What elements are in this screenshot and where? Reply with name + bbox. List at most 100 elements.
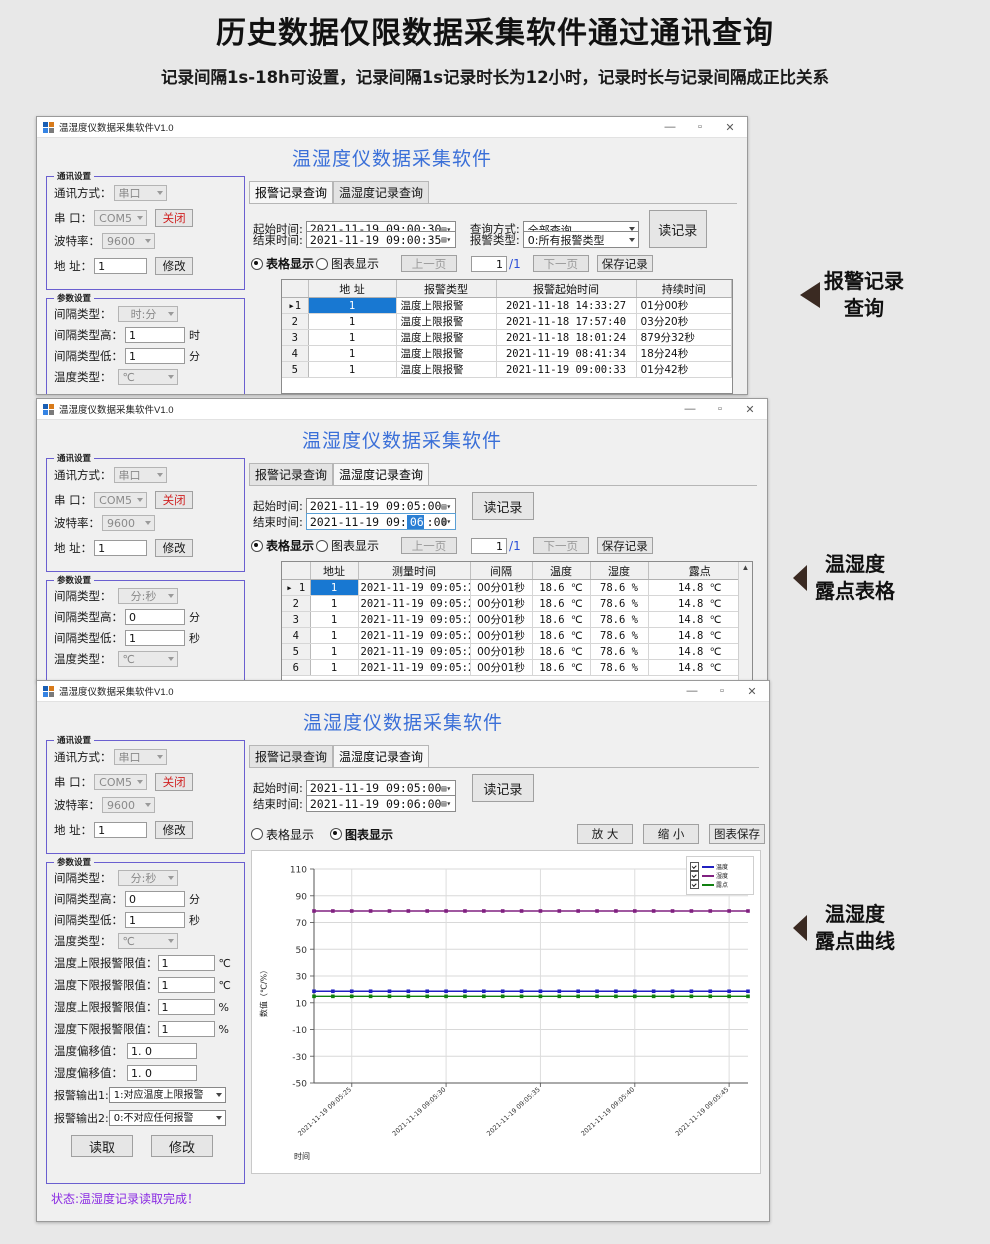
close-port-button[interactable]: 关闭 xyxy=(155,773,194,791)
alarm-out1-select[interactable]: 1:对应温度上限报警 xyxy=(108,1087,226,1103)
tab-th-query[interactable]: 温湿度记录查询 xyxy=(333,745,430,767)
end-time-picker[interactable]: 2021-11-19 09:06:00▤▾ xyxy=(305,513,456,530)
table-row[interactable]: 3 1 温度上限报警 2021-11-18 18:01:24 879分32秒 xyxy=(282,329,732,346)
interval-high-input[interactable]: 0 xyxy=(125,609,185,625)
calendar-dropdown-icon[interactable]: ▤▾ xyxy=(441,783,452,793)
save-chart-button[interactable]: 图表保存 xyxy=(709,824,766,844)
save-record-button[interactable]: 保存记录 xyxy=(596,255,653,272)
table-row[interactable]: 2 1 2021-11-19 09:05:24 00分01秒 18.6 ℃ 78.6 % 1… xyxy=(282,595,752,612)
modify-button[interactable]: 修改 xyxy=(155,821,194,839)
alarm-record-table[interactable]: 地 址 报警类型 报警起始时间 持续时间 ▸1 1 温度上限报警 2021-11-18… xyxy=(281,279,733,394)
table-row[interactable]: 5 1 2021-11-19 09:05:27 00分01秒 18.6 ℃ 78.6 % 1… xyxy=(282,643,752,660)
serial-port-select[interactable]: COM5 xyxy=(94,210,148,226)
legend-item[interactable]: 露点 xyxy=(690,880,750,889)
maximize-icon[interactable]: ▫ xyxy=(718,403,722,415)
table-row[interactable]: ▸1 1 温度上限报警 2021-11-18 14:33:27 01分00秒 xyxy=(282,297,732,314)
interval-high-input[interactable]: 0 xyxy=(125,891,185,907)
minimize-icon[interactable]: — xyxy=(686,685,698,697)
calendar-dropdown-icon[interactable]: ▤▾ xyxy=(441,517,452,526)
scroll-up-icon[interactable]: ▲ xyxy=(741,563,750,572)
table-row[interactable]: 6 1 2021-11-19 09:05:28 00分01秒 18.6 ℃ 78.6 % 1… xyxy=(282,659,752,676)
minimize-icon[interactable]: — xyxy=(664,121,676,133)
radio-chart-display[interactable]: 图表显示 xyxy=(316,537,379,554)
calendar-dropdown-icon[interactable]: ▤▾ xyxy=(441,501,452,511)
next-page-button[interactable]: 下一页 xyxy=(532,537,589,554)
interval-low-input[interactable]: 1 xyxy=(125,630,185,646)
end-time-picker[interactable]: 2021-11-19 09:00:35 ▤▾ xyxy=(305,231,456,248)
maximize-icon[interactable]: ▫ xyxy=(698,121,702,133)
end-time-picker[interactable]: 2021-11-19 09:06:00▤▾ xyxy=(305,795,456,812)
temp-type-select[interactable]: ℃ xyxy=(117,651,178,667)
hum-hi-alarm-input[interactable]: 1 xyxy=(157,999,215,1015)
checkbox-icon[interactable] xyxy=(690,880,699,889)
interval-type-select[interactable]: 时:分 xyxy=(117,306,178,322)
address-input[interactable]: 1 xyxy=(94,540,148,556)
close-port-button[interactable]: 关闭 xyxy=(155,209,194,227)
address-input[interactable]: 1 xyxy=(94,258,148,274)
temp-offset-input[interactable]: 1. 0 xyxy=(127,1043,197,1059)
prev-page-button[interactable]: 上一页 xyxy=(401,255,458,272)
table-row[interactable]: 3 1 2021-11-19 09:05:25 00分01秒 18.6 ℃ 78.6 % 1… xyxy=(282,611,752,628)
calendar-dropdown-icon[interactable]: ▤▾ xyxy=(441,799,452,808)
zoom-out-button[interactable]: 缩 小 xyxy=(643,824,700,844)
th-record-table[interactable]: 地址 测量时间 间隔 温度 湿度 露点 ▸ 1 1 2021-11-19 09:05… xyxy=(281,561,753,681)
radio-chart-display[interactable]: 图表显示 xyxy=(316,255,379,272)
table-row[interactable]: 4 1 温度上限报警 2021-11-19 08:41:34 18分24秒 xyxy=(282,345,732,362)
legend-item[interactable]: 湿度 xyxy=(690,871,750,880)
baud-select[interactable]: 9600 xyxy=(102,797,155,813)
table-row[interactable]: 5 1 温度上限报警 2021-11-19 09:00:33 01分42秒 xyxy=(282,361,732,378)
legend-item[interactable]: 温度 xyxy=(690,862,750,871)
interval-low-input[interactable]: 1 xyxy=(125,912,185,928)
comm-mode-select[interactable]: 串口 xyxy=(113,467,167,483)
page-number-input[interactable]: 1 xyxy=(471,255,508,272)
chart-legend[interactable]: 温度 湿度 露点 xyxy=(686,856,754,895)
read-record-button[interactable]: 读记录 xyxy=(471,492,534,520)
checkbox-icon[interactable] xyxy=(690,862,699,871)
close-icon[interactable]: ✕ xyxy=(747,685,757,698)
tab-th-query[interactable]: 温湿度记录查询 xyxy=(333,463,430,485)
modify-button[interactable]: 修改 xyxy=(155,539,194,557)
close-icon[interactable]: ✕ xyxy=(745,403,755,416)
tab-alarm-query[interactable]: 报警记录查询 xyxy=(249,181,334,203)
read-record-button[interactable]: 读记录 xyxy=(471,774,534,802)
zoom-in-button[interactable]: 放 大 xyxy=(577,824,634,844)
alarm-out2-select[interactable]: 0:不对应任何报警 xyxy=(108,1110,226,1126)
start-time-picker[interactable]: 2021-11-19 09:05:00 ▤▾ xyxy=(305,779,456,797)
radio-table-display[interactable]: 表格显示 xyxy=(251,537,314,554)
interval-high-input[interactable]: 1 xyxy=(125,327,185,343)
hum-offset-input[interactable]: 1. 0 xyxy=(127,1065,197,1081)
maximize-icon[interactable]: ▫ xyxy=(720,685,724,697)
prev-page-button[interactable]: 上一页 xyxy=(401,537,458,554)
page-number-input[interactable]: 1 xyxy=(471,537,508,554)
modify-params-button[interactable]: 修改 xyxy=(151,1135,213,1157)
checkbox-icon[interactable] xyxy=(690,871,699,880)
tab-alarm-query[interactable]: 报警记录查询 xyxy=(249,463,334,485)
minimize-icon[interactable]: — xyxy=(684,403,696,415)
baud-select[interactable]: 9600 xyxy=(102,233,155,249)
temp-hi-alarm-input[interactable]: 1 xyxy=(157,955,215,971)
start-time-picker[interactable]: 2021-11-19 09:05:00 ▤▾ xyxy=(305,497,456,515)
read-record-button[interactable]: 读记录 xyxy=(648,210,707,248)
tab-th-query[interactable]: 温湿度记录查询 xyxy=(333,181,430,203)
baud-select[interactable]: 9600 xyxy=(102,515,155,531)
interval-low-input[interactable]: 1 xyxy=(125,348,185,364)
interval-type-select[interactable]: 分:秒 xyxy=(117,588,178,604)
hum-lo-alarm-input[interactable]: 1 xyxy=(157,1021,215,1037)
interval-type-select[interactable]: 分:秒 xyxy=(117,870,178,886)
calendar-dropdown-icon[interactable]: ▤▾ xyxy=(441,224,452,234)
alarm-type-select[interactable]: 0:所有报警类型 xyxy=(522,231,639,248)
address-input[interactable]: 1 xyxy=(94,822,148,838)
table-row[interactable]: ▸ 1 1 2021-11-19 09:05:23 00分01秒 18.6 ℃ 78.6 … xyxy=(282,579,752,596)
th-dewpoint-chart[interactable]: 110 90 70 50 30 10 -10 -30 -50 2021-11-19 09:05:2… xyxy=(251,850,761,1174)
comm-mode-select[interactable]: 串口 xyxy=(113,185,167,201)
serial-port-select[interactable]: COM5 xyxy=(94,492,148,508)
temp-type-select[interactable]: ℃ xyxy=(117,933,178,949)
read-button[interactable]: 读取 xyxy=(71,1135,133,1157)
save-record-button[interactable]: 保存记录 xyxy=(596,537,653,554)
table-row[interactable]: 4 1 2021-11-19 09:05:26 00分01秒 18.6 ℃ 78.6 % 1… xyxy=(282,627,752,644)
modify-button[interactable]: 修改 xyxy=(155,257,194,275)
close-port-button[interactable]: 关闭 xyxy=(155,491,194,509)
radio-table-display[interactable]: 表格显示 xyxy=(251,826,314,843)
close-icon[interactable]: ✕ xyxy=(725,121,735,134)
serial-port-select[interactable]: COM5 xyxy=(94,774,148,790)
